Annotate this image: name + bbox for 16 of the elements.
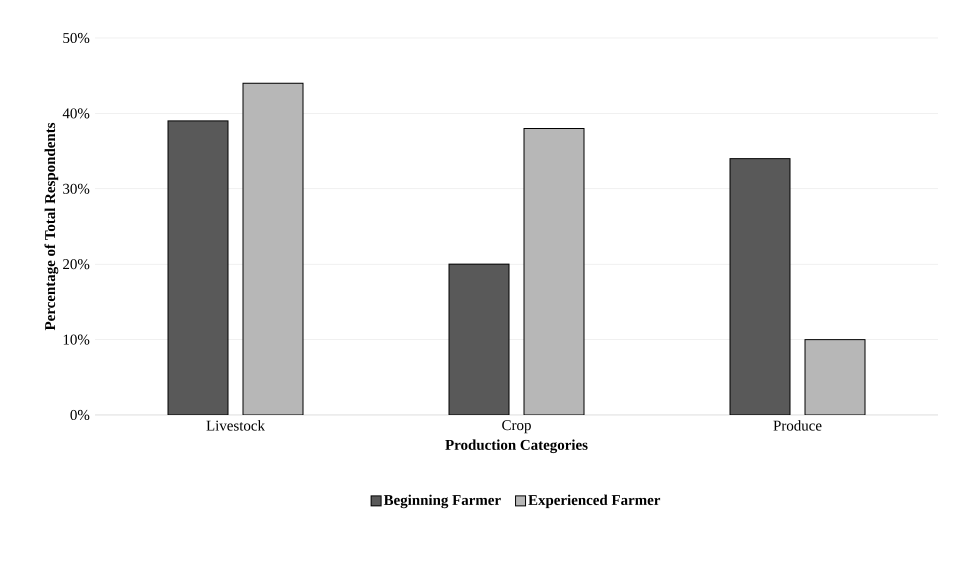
y-tick-label: 50% [63, 32, 90, 44]
y-tick-label: 10% [64, 334, 90, 345]
y-tick-label: 0% [70, 410, 90, 420]
x-axis-title: Production Categories [445, 439, 588, 454]
legend-label: Beginning Farmer [384, 494, 501, 508]
legend-label: Experienced Farmer [528, 494, 660, 508]
y-tick-label: 40% [62, 108, 90, 118]
y-tick-label: 30% [63, 184, 90, 194]
bar [730, 158, 791, 415]
y-tick-label: 20% [63, 259, 90, 270]
y-axis-title: Percentage of Total Respondents [44, 122, 58, 330]
x-tick-label: Produce [773, 420, 822, 431]
x-tick-label: Crop [502, 420, 531, 434]
bar [448, 264, 510, 415]
bar [168, 120, 229, 415]
x-tick-label: Livestock [206, 420, 265, 431]
